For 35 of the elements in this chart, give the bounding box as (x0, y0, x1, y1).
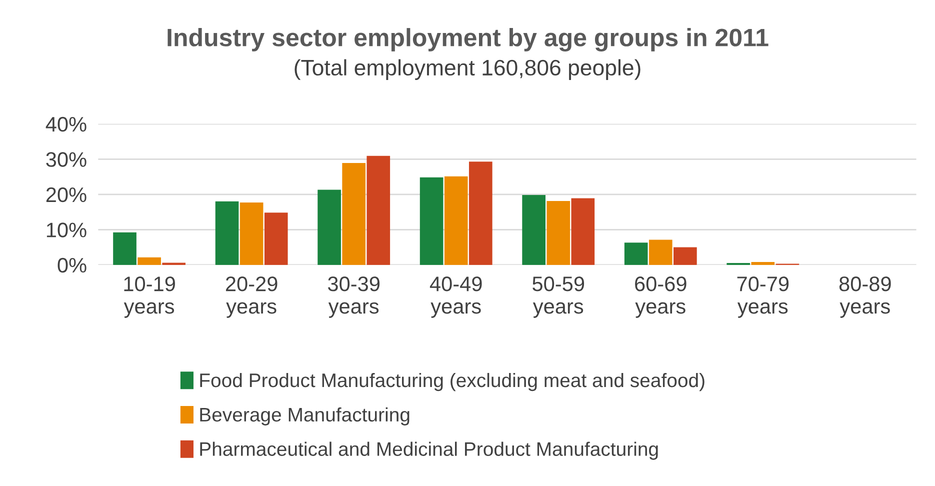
bar (624, 242, 648, 265)
x-tick-label: 70-79 years (737, 276, 789, 318)
bar (420, 177, 444, 265)
y-tick-label: 0% (58, 258, 86, 273)
bar (648, 240, 672, 265)
bar (240, 202, 264, 265)
x-tick-label: 30-39 years (328, 276, 380, 318)
bar (468, 162, 492, 265)
bar (215, 201, 239, 265)
bar (264, 212, 288, 265)
bar (318, 190, 341, 265)
legend-label: Food Product Manufacturing (excluding meat and seafood) (200, 372, 704, 392)
x-tick-label: 60-69 years (635, 276, 686, 318)
y-tick-label: 30% (46, 152, 86, 167)
bar (571, 198, 595, 265)
y-tick-label: 10% (46, 222, 86, 238)
legend-label: Pharmaceutical and Medicinal Product Manufacturing (200, 442, 658, 460)
bar (113, 232, 136, 265)
chart-subtitle: (Total employment 160,806 people) (294, 59, 640, 80)
x-tick-label: 80-89 years (839, 276, 891, 318)
x-tick-label: 10-19 years (124, 276, 175, 318)
x-tick-label: 40-49 years (430, 276, 482, 318)
bar (138, 257, 161, 265)
bar (522, 195, 546, 265)
bar (546, 201, 570, 265)
y-tick-label: 40% (46, 116, 86, 132)
bar (674, 247, 697, 265)
bar (444, 176, 468, 265)
y-tick-label: 20% (46, 187, 86, 202)
x-tick-label: 50-59 years (532, 276, 584, 318)
legend-label: Beverage Manufacturing (200, 407, 410, 426)
x-tick-label: 20-29 years (226, 276, 278, 318)
bar (342, 162, 366, 265)
chart-title: Industry sector employment by age groups in 2011 (168, 28, 768, 52)
bar (366, 156, 390, 265)
